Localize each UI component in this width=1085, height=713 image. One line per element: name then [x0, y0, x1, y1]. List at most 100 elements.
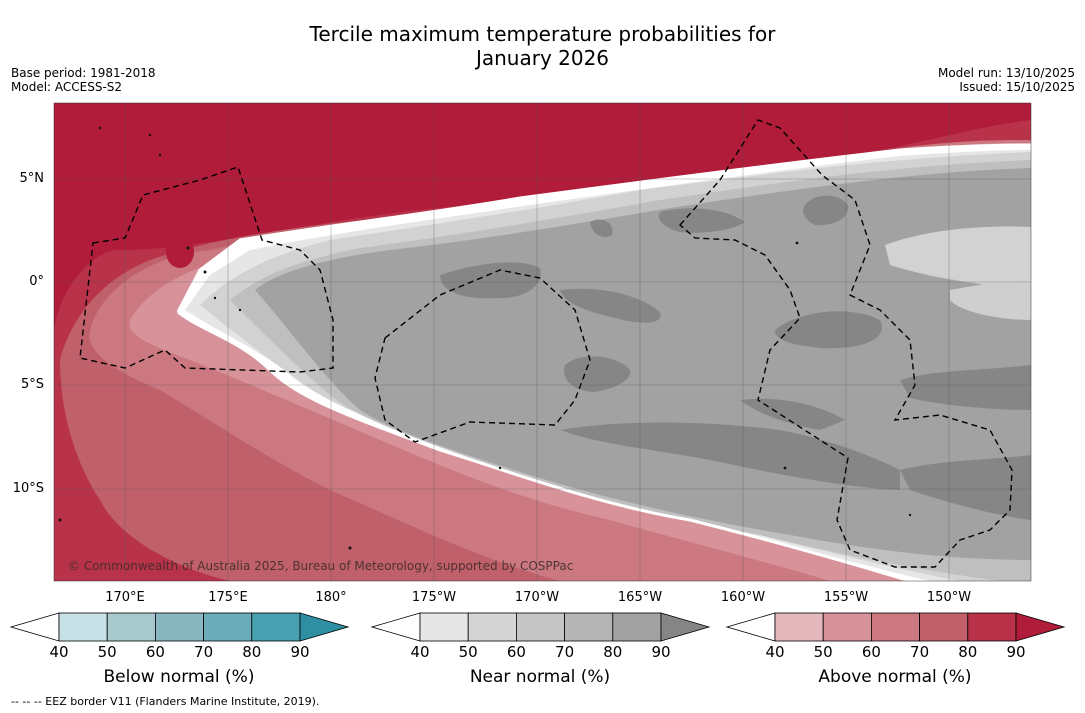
colorbar-below-tick: 40: [49, 643, 69, 661]
lat-label-0: 0°: [29, 274, 44, 289]
lon-label-160w: 160°W: [720, 590, 766, 605]
colorbar-above-tick: 80: [958, 643, 978, 661]
colorbar-below-segment: [203, 612, 253, 642]
island: [148, 133, 152, 137]
colorbar-near-low-extension: [370, 612, 421, 642]
title-line-1: Tercile maximum temperature probabilitie…: [309, 22, 776, 46]
model-run: Model run: 13/10/2025: [937, 66, 1075, 80]
eez-borders: [79, 119, 1013, 568]
island: [158, 153, 162, 157]
zone-near-90-f: [775, 311, 882, 349]
colorbar-title-above: Above normal (%): [818, 667, 972, 687]
lat-label-5n: 5°N: [19, 171, 45, 186]
islands: [58, 126, 912, 550]
base-period: Base period: 1981-2018: [11, 66, 156, 80]
zone-near-90-g: [900, 365, 1031, 410]
colorbar-below-tick: 50: [97, 643, 117, 661]
colorbar-above-tick: 60: [861, 643, 881, 661]
zone-near-90-a: [440, 262, 541, 299]
zone-near-60-patch-2: [950, 281, 1031, 320]
colorbar-above-segment: [967, 612, 1017, 642]
island: [203, 270, 207, 274]
island: [908, 513, 912, 517]
colorbar-near-segment: [564, 612, 614, 642]
lon-label-165w: 165°W: [617, 590, 663, 605]
colorbar-below-segment: [154, 612, 204, 642]
lat-label-10s: 10°S: [12, 481, 44, 496]
zone-near-90-h: [560, 422, 900, 490]
colorbar-near-high-extension: [660, 612, 711, 642]
colorbar-near-segment: [612, 612, 662, 642]
lon-label-175w: 175°W: [411, 590, 457, 605]
colorbar-title-near: Near normal (%): [469, 667, 611, 687]
colorbar-below-tick: 60: [145, 643, 165, 661]
zone-near-90-d: [658, 208, 745, 233]
colorbar-below-segment: [58, 612, 108, 642]
lat-label-5s: 5°S: [20, 377, 44, 392]
eez-border-east: [679, 119, 1013, 568]
near-normal-boundary-south: [177, 310, 911, 581]
zone-near-60-patch: [885, 226, 1031, 290]
colorbar-above-tick: 70: [910, 643, 930, 661]
colorbar-above-segment: [919, 612, 969, 642]
island: [783, 466, 787, 470]
model-name: Model: ACCESS-S2: [11, 80, 123, 94]
colorbar-near-tick: 60: [506, 643, 526, 661]
lon-label-180: 180°: [315, 590, 347, 605]
map-frame: [53, 102, 1032, 582]
colorbar-below-segment: [106, 612, 156, 642]
colorbar-near-tick: 40: [410, 643, 430, 661]
meta-right: Model run: 13/10/2025 Issued: 15/10/2025: [938, 66, 1075, 94]
island: [348, 546, 352, 550]
colorbar-near-tick: 70: [555, 643, 575, 661]
colorbar-above-segment: [871, 612, 921, 642]
colorbar-near-segment: [516, 612, 566, 642]
colorbar-title-below: Below normal (%): [103, 667, 255, 687]
island: [498, 466, 502, 470]
meta-left: Base period: 1981-2018 Model: ACCESS-S2: [11, 66, 156, 94]
colorbar-above-tick: 90: [1006, 643, 1026, 661]
zone-near-90-e: [803, 195, 849, 226]
island: [186, 246, 190, 250]
lon-label-155w: 155°W: [823, 590, 869, 605]
island: [795, 241, 799, 245]
colorbar-near-segment: [419, 612, 469, 642]
zone-near-90-j: [900, 455, 1031, 520]
colorbar-below-tick: 70: [194, 643, 214, 661]
title-line-2: January 2026: [475, 46, 610, 70]
map-field: [54, 103, 1031, 581]
island: [213, 296, 217, 300]
zone-near-90-k: [590, 219, 613, 238]
colorbar-below-tick: 90: [290, 643, 310, 661]
colorbar-above-tick: 50: [813, 643, 833, 661]
lon-label-175e: 175°E: [208, 590, 248, 605]
colorbar-near-tick: 50: [458, 643, 478, 661]
colorbar-above-low-extension: [725, 612, 776, 642]
issued-date: Issued: 15/10/2025: [959, 80, 1075, 94]
colorbar-above-tick: 40: [765, 643, 785, 661]
colorbar-below-high-extension: [299, 612, 350, 642]
colorbar-near-segment: [467, 612, 517, 642]
zone-near-90-c: [564, 356, 631, 392]
zone-near-90-i: [740, 398, 845, 430]
colorbar-below-segment: [251, 612, 301, 642]
lon-label-170w: 170°W: [514, 590, 560, 605]
colorbar-near-tick: 90: [651, 643, 671, 661]
chart-title: Tercile maximum temperature probabilitie…: [0, 22, 1085, 70]
colorbar-below-tick: 80: [242, 643, 262, 661]
island: [58, 518, 62, 522]
colorbar-near-tick: 80: [603, 643, 623, 661]
island: [98, 126, 102, 130]
colorbar-above-high-extension: [1015, 612, 1066, 642]
eez-footnote: -- -- -- EEZ border V11 (Flanders Marine…: [11, 695, 320, 708]
island: [238, 308, 242, 312]
colorbar-above-segment: [774, 612, 824, 642]
copyright-notice: © Commonwealth of Australia 2025, Bureau…: [68, 559, 574, 573]
colorbar-below-low-extension: [9, 612, 60, 642]
colorbar-above-segment: [822, 612, 872, 642]
lon-label-170e: 170°E: [105, 590, 145, 605]
zone-above-90-blob: [166, 236, 194, 268]
zone-near-90-b: [560, 288, 661, 323]
